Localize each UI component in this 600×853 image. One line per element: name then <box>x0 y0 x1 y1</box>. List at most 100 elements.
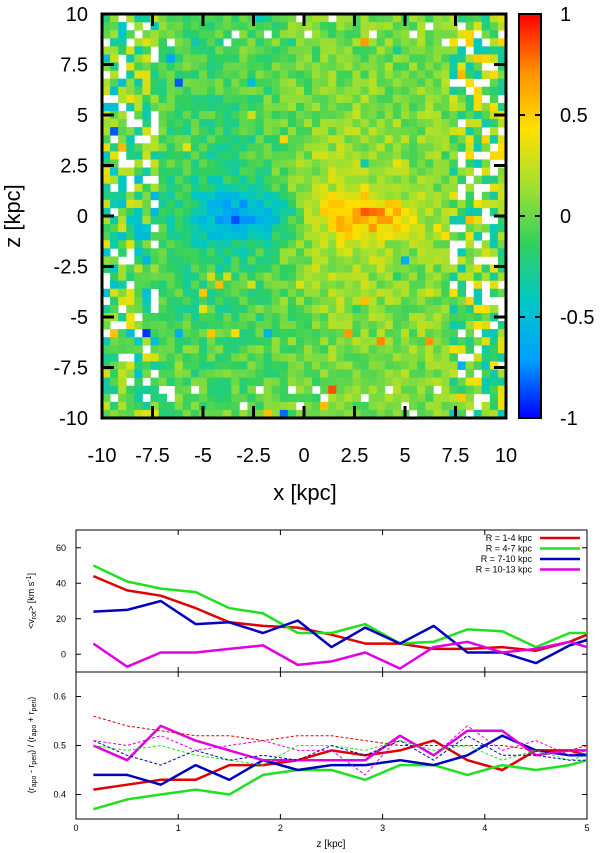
heatmap-cell <box>182 224 192 233</box>
heatmap-cell <box>231 135 240 144</box>
heatmap-cell <box>110 296 119 306</box>
heatmap-cell <box>312 86 321 96</box>
heatmap-cell <box>425 127 434 136</box>
heatmap-cell <box>279 296 289 306</box>
heatmap-cell <box>441 127 450 136</box>
heatmap-cell <box>126 288 135 298</box>
heatmap-cell <box>384 159 394 168</box>
axis-label-part: <v <box>26 619 36 629</box>
heatmap-cell <box>126 14 135 23</box>
heatmap-cell <box>489 393 499 403</box>
heatmap-cell <box>336 337 345 346</box>
heatmap-cell <box>489 38 499 47</box>
heatmap-cell <box>247 264 256 273</box>
heatmap-cell <box>150 256 159 265</box>
heatmap-cell <box>247 329 256 338</box>
heatmap-cell <box>409 94 418 104</box>
heatmap-cell <box>449 385 458 395</box>
heatmap-cell <box>457 288 466 298</box>
heatmap-cell <box>304 232 313 241</box>
heatmap-cell <box>473 288 483 298</box>
heatmap-cell <box>441 224 450 233</box>
heatmap-cell <box>263 337 273 346</box>
heatmap-cell <box>198 78 208 88</box>
heatmap-cell <box>481 272 491 282</box>
heatmap-cell <box>182 337 192 346</box>
heatmap-cell <box>198 22 208 31</box>
heatmap-cell <box>255 167 264 176</box>
heatmap-cell <box>271 240 281 249</box>
heatmap-cell <box>166 361 176 370</box>
heatmap-cell <box>336 30 345 39</box>
heatmap-cell <box>433 224 442 233</box>
heatmap-cell <box>158 288 168 298</box>
heatmap-cell <box>207 345 216 354</box>
heatmap-cell <box>295 361 305 370</box>
heatmap-cell <box>118 175 127 185</box>
heatmap-cell <box>384 369 394 378</box>
heatmap-cell <box>207 199 216 209</box>
heatmap-cell <box>376 321 386 330</box>
heatmap-cell <box>287 393 297 403</box>
heatmap-cell <box>320 46 329 55</box>
heatmap-cell <box>497 256 507 265</box>
heatmap-cell <box>368 337 378 346</box>
heatmap-cell <box>126 264 135 273</box>
heatmap-cell <box>255 183 264 193</box>
heatmap-cell <box>320 78 329 88</box>
heatmap-cell <box>271 304 281 314</box>
heatmap-cell <box>198 296 208 306</box>
heatmap-cell <box>417 304 426 314</box>
heatmap-cell <box>425 86 434 96</box>
heatmap-cell <box>118 167 127 176</box>
heatmap-cell <box>279 127 289 136</box>
heatmap-cell <box>263 240 273 249</box>
heatmap-cell <box>352 216 361 225</box>
heatmap-cell <box>360 135 370 144</box>
heatmap-cell <box>102 151 111 160</box>
heatmap-cell <box>102 409 111 419</box>
heatmap-cell <box>231 183 240 193</box>
heatmap-cell <box>400 248 410 257</box>
heatmap-cell <box>449 167 458 176</box>
heatmap-cell <box>304 296 313 306</box>
heatmap-cell <box>336 272 345 282</box>
heatmap-cell <box>255 409 264 419</box>
heatmap-cell <box>352 224 361 233</box>
heatmap-cell <box>320 135 329 144</box>
heatmap-cell <box>263 232 273 241</box>
heatmap-cell <box>158 296 168 306</box>
heatmap-cell <box>320 22 329 31</box>
heatmap-cell <box>174 353 184 362</box>
heatmap-cell <box>441 119 450 128</box>
heatmap-cell <box>417 207 426 217</box>
heatmap-cell <box>118 38 127 47</box>
heatmap-cell <box>198 127 208 136</box>
heatmap-cell <box>255 240 264 249</box>
heatmap-cell <box>190 369 200 378</box>
heatmap-cell <box>465 345 475 354</box>
heatmap-cell <box>190 143 200 152</box>
heatmap-cell <box>417 151 426 160</box>
heatmap-cell <box>336 377 345 387</box>
heatmap-cell <box>166 337 176 346</box>
heatmap-cell <box>384 264 394 273</box>
heatmap-cell <box>287 216 297 225</box>
heatmap-cell <box>102 135 111 144</box>
heatmap-cell <box>400 321 410 330</box>
heatmap-cell <box>473 321 483 330</box>
heatmap-cell <box>344 14 353 23</box>
heatmap-cell <box>328 38 337 47</box>
heatmap-cell <box>215 38 224 47</box>
heatmap-cell <box>198 377 208 387</box>
heatmap-cell <box>158 38 168 47</box>
heatmap-cell <box>368 288 378 298</box>
heatmap-cell <box>320 54 329 63</box>
y-tick-label: 0.4 <box>53 790 66 800</box>
heatmap-cell <box>400 296 410 306</box>
heatmap-cell <box>497 248 507 257</box>
heatmap-cell <box>215 377 224 387</box>
heatmap-cell <box>481 377 491 387</box>
heatmap-cell <box>102 353 111 362</box>
heatmap-cell <box>247 240 256 249</box>
